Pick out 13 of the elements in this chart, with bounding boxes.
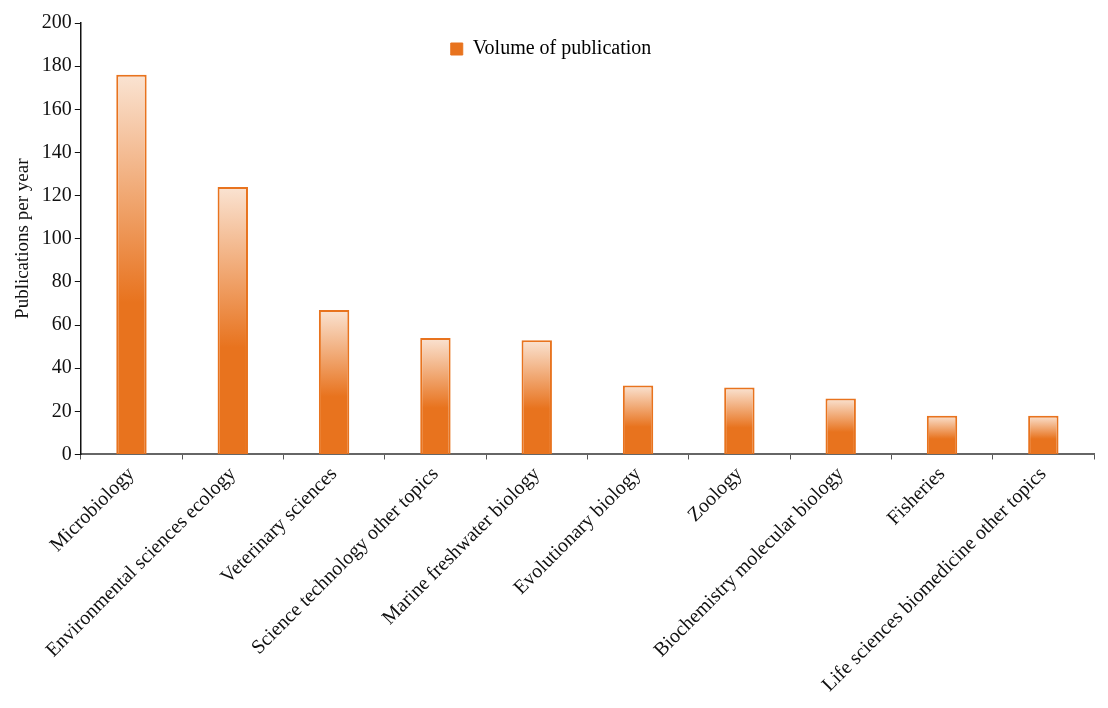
y-tick-label: 60 [51, 312, 72, 335]
y-tick-label: 200 [41, 10, 72, 33]
y-tick-label: 120 [41, 182, 72, 205]
y-tick-label: 80 [51, 269, 72, 292]
legend-label: Volume of publication [472, 36, 652, 60]
y-tick-label: 20 [51, 398, 72, 421]
y-tick-label: 100 [41, 225, 72, 248]
y-tick-label: 160 [41, 96, 72, 119]
y-tick-label: 180 [41, 53, 72, 76]
y-axis-title: Publications per year [11, 157, 33, 319]
y-tick-label: 0 [61, 441, 72, 464]
y-tick-label: 40 [51, 355, 72, 378]
y-tick-label: 140 [41, 139, 72, 162]
